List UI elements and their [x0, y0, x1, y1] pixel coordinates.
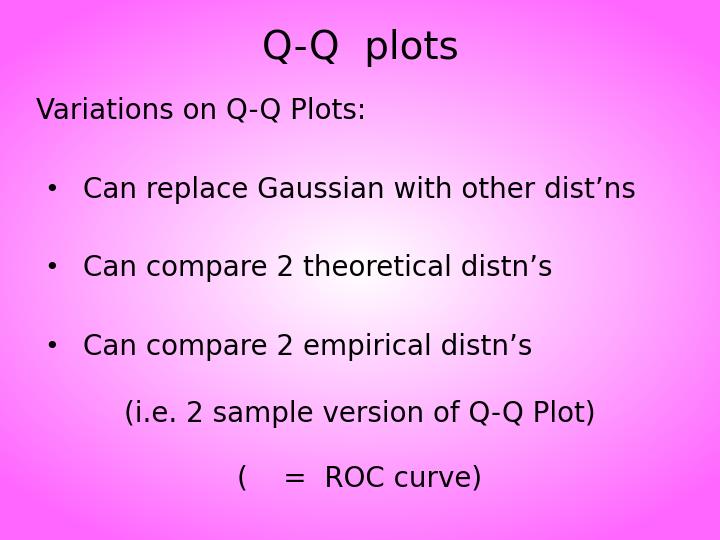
Text: •: • — [45, 335, 59, 359]
Text: Q-Q  plots: Q-Q plots — [261, 29, 459, 66]
Text: •: • — [45, 256, 59, 280]
Text: Can replace Gaussian with other dist’ns: Can replace Gaussian with other dist’ns — [83, 176, 636, 204]
Text: •: • — [45, 178, 59, 202]
Text: Can compare 2 theoretical distn’s: Can compare 2 theoretical distn’s — [83, 254, 552, 282]
Text: (i.e. 2 sample version of Q-Q Plot): (i.e. 2 sample version of Q-Q Plot) — [124, 400, 596, 428]
Text: Variations on Q-Q Plots:: Variations on Q-Q Plots: — [36, 97, 366, 125]
Text: Can compare 2 empirical distn’s: Can compare 2 empirical distn’s — [83, 333, 532, 361]
Text: (    =  ROC curve): ( = ROC curve) — [238, 465, 482, 493]
